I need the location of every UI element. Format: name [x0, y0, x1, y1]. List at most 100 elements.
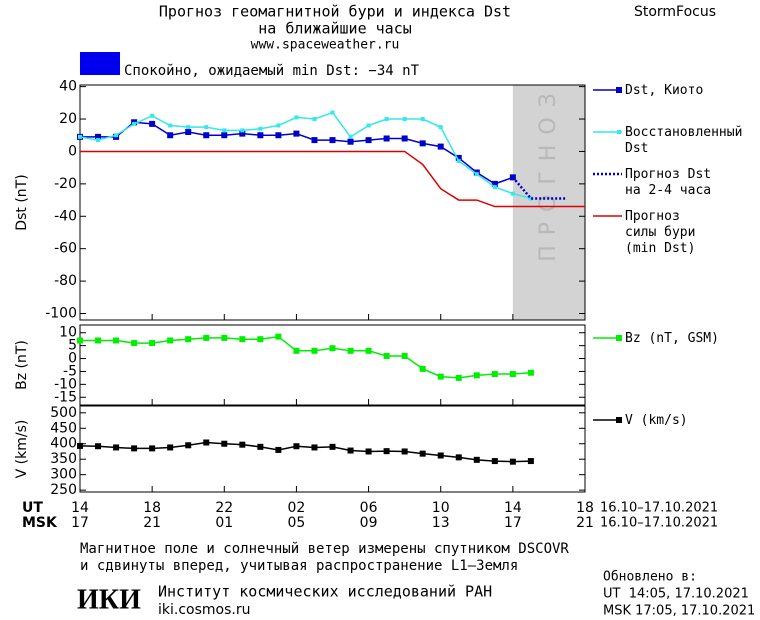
data-point: [365, 448, 372, 455]
plot-frame: [79, 405, 586, 493]
plot-frame: [79, 324, 586, 406]
y-tick-label: 450: [50, 420, 77, 436]
y-tick-label: 40: [59, 79, 77, 95]
y-tick-label: 500: [50, 405, 77, 421]
data-point: [167, 132, 174, 139]
site: www.spaceweather.ru: [251, 38, 400, 53]
data-point: [203, 334, 210, 341]
legend-label: V (km/s): [625, 413, 688, 428]
data-point: [257, 132, 264, 139]
date-range: 16.10–17.10.2021: [600, 516, 718, 531]
data-point: [401, 135, 408, 142]
data-point: [401, 448, 408, 455]
data-point: [455, 154, 462, 161]
data-point: [329, 443, 336, 450]
data-point: [275, 333, 282, 340]
data-point: [311, 137, 318, 144]
data-point: [293, 347, 300, 354]
data-point: [401, 352, 408, 359]
data-point: [527, 458, 534, 465]
legend-label: Прогноз силы бури (min Dst): [625, 209, 695, 256]
y-axis-label: Bz (nT): [14, 340, 30, 390]
data-point: [221, 334, 228, 341]
data-point: [419, 365, 426, 372]
data-point: [150, 113, 155, 118]
data-point: [131, 445, 138, 452]
url: iki.cosmos.ru: [158, 602, 250, 618]
legend-marker: [616, 87, 622, 93]
data-point: [276, 123, 281, 128]
data-point: [510, 191, 515, 196]
data-point: [509, 371, 516, 378]
data-point: [275, 132, 282, 139]
legend-label: Прогноз Dst на 2-4 часа: [625, 167, 711, 198]
data-point: [311, 347, 318, 354]
data-point: [474, 172, 479, 177]
data-point: [239, 130, 246, 137]
data-point: [113, 337, 120, 344]
series-line: [80, 335, 531, 379]
data-point: [491, 458, 498, 465]
data-point: [257, 443, 264, 450]
legend-label: Dst, Киото: [625, 83, 703, 98]
data-point: [204, 125, 209, 130]
data-point: [383, 448, 390, 455]
x-tick-label: 14: [71, 500, 89, 516]
data-point: [437, 143, 444, 150]
data-point: [239, 336, 246, 343]
y-tick-label: -60: [54, 241, 77, 257]
data-point: [149, 445, 156, 452]
note: Магнитное поле и солнечный ветер измерен…: [80, 541, 569, 557]
x2-tick-label: 17: [71, 515, 89, 531]
data-point: [311, 444, 318, 451]
data-point: [168, 123, 173, 128]
data-point: [384, 117, 389, 122]
x2-tick-label: 01: [215, 515, 233, 531]
note: и сдвинуты вперед, учитывая распростране…: [80, 558, 518, 574]
status-indicator: [80, 52, 120, 75]
y-tick-label: 5: [68, 338, 77, 354]
data-point: [456, 159, 461, 164]
x-tick-label: 14: [504, 500, 522, 516]
data-point: [473, 456, 480, 463]
data-point: [419, 450, 426, 457]
data-point: [95, 133, 102, 140]
data-point: [330, 110, 335, 115]
updated-ut: UT 14:05, 17.10.2021: [603, 587, 749, 602]
data-point: [167, 337, 174, 344]
series-line: [511, 176, 567, 200]
series-line: [80, 150, 585, 208]
y-tick-label: 0: [68, 351, 77, 367]
y-tick-label: 300: [50, 467, 77, 483]
data-point: [185, 129, 192, 135]
x2-tick-label: 17: [504, 515, 522, 531]
data-point: [95, 337, 102, 344]
data-point: [149, 340, 156, 347]
updated-label: Обновлено в:: [603, 570, 697, 585]
y-tick-label: 10: [59, 325, 77, 341]
institute: Институт космических исследований РАН: [158, 583, 492, 601]
title: на ближайшие часы: [258, 20, 412, 38]
legend-label: Bz (nT, GSM): [625, 331, 719, 346]
x2-axis-label: MSK: [22, 515, 58, 531]
y-tick-label: -10: [54, 376, 77, 392]
data-point: [492, 185, 497, 190]
data-point: [149, 120, 156, 127]
x2-tick-label: 13: [432, 515, 450, 531]
legend-label: Восстановленный Dst: [625, 125, 742, 156]
y-axis-label: Dst (nT): [14, 174, 30, 230]
data-point: [203, 132, 210, 139]
data-point: [186, 125, 191, 130]
data-point: [239, 441, 246, 448]
y-tick-label: -15: [54, 389, 77, 405]
brand: StormFocus: [634, 4, 716, 20]
y-axis-label: V (km/s): [14, 420, 30, 479]
data-point: [294, 115, 299, 120]
series-line: [79, 111, 532, 200]
data-point: [222, 128, 227, 133]
y-tick-label: 350: [50, 451, 77, 467]
data-point: [383, 135, 390, 142]
x-tick-label: 10: [432, 500, 450, 516]
x2-tick-label: 21: [576, 515, 594, 531]
data-point: [96, 138, 101, 143]
